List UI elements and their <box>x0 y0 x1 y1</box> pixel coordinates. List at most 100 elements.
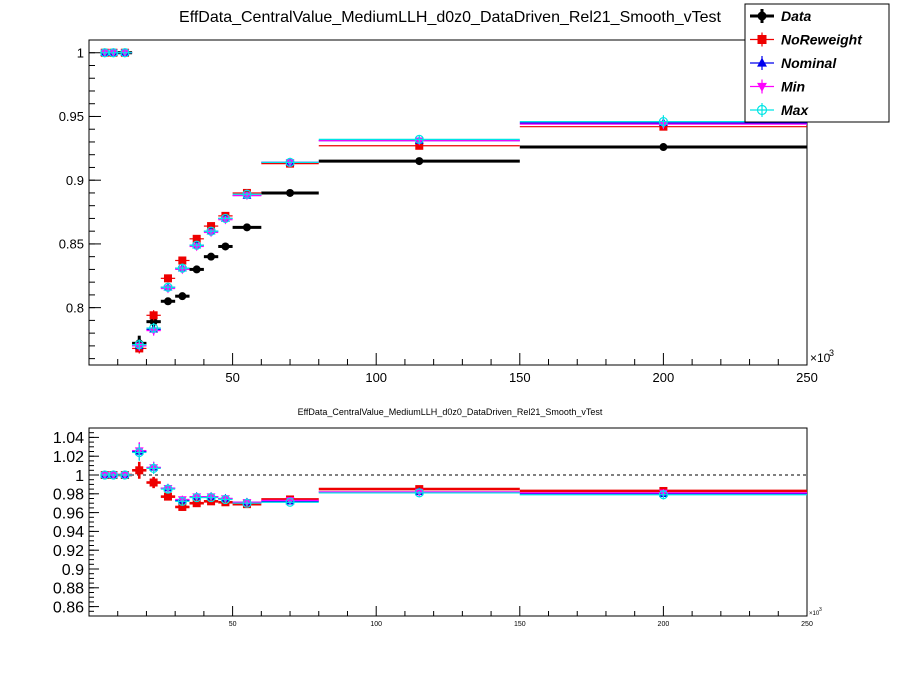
series-data <box>100 48 807 351</box>
series-max <box>100 48 807 350</box>
x-tick-label: 250 <box>796 370 818 385</box>
main-title: EffData_CentralValue_MediumLLH_d0z0_Data… <box>179 9 722 26</box>
ratio-title: EffData_CentralValue_MediumLLH_d0z0_Data… <box>298 407 603 417</box>
top-plot-frame <box>88 39 808 366</box>
data-point <box>149 478 158 487</box>
data-point <box>192 499 201 508</box>
data-point <box>659 143 668 152</box>
data-point <box>286 188 295 197</box>
top-x-exponent-label: ×10 <box>810 351 831 365</box>
ratio-plot-frame <box>88 427 808 617</box>
legend-entry-min: Min <box>750 79 805 95</box>
series-min <box>100 49 807 351</box>
ratio-x-exponent-label: ×10 <box>809 611 820 617</box>
y-tick-label: 0.9 <box>62 562 84 579</box>
y-tick-label: 0.85 <box>59 237 84 252</box>
data-point <box>100 48 110 58</box>
ratio-axes: 50 100 150 200 250 0.860.88 0.9 0.92 0.94 0.960.9… <box>53 427 813 628</box>
x-tick-label: 100 <box>365 370 387 385</box>
data-point <box>120 48 130 58</box>
data-point <box>192 240 202 250</box>
data-point <box>658 116 669 127</box>
data-point <box>134 447 144 458</box>
x-tick-label: 150 <box>509 370 531 385</box>
data-point <box>192 234 201 243</box>
ratio-data-marks <box>100 442 807 511</box>
legend: Data NoReweight Nominal Min Max <box>744 3 890 123</box>
y-tick-label: 1.04 <box>53 430 84 447</box>
legend-label: Data <box>781 8 812 24</box>
data-point <box>177 496 187 506</box>
y-tick-label: 0.8 <box>66 300 84 315</box>
series-max <box>100 443 807 508</box>
data-point <box>220 213 231 224</box>
x-tick-label: 200 <box>653 370 675 385</box>
data-point <box>415 157 424 166</box>
legend-label: Nominal <box>781 55 837 71</box>
data-point <box>178 292 187 301</box>
ratio-x-exponent-power: 3 <box>819 607 822 613</box>
legend-label: Max <box>781 102 809 118</box>
y-tick-label: 1 <box>75 468 84 485</box>
data-point <box>178 256 187 265</box>
top-plot-panel: EffData_CentralValue_MediumLLH_d0z0_Data… <box>59 9 834 385</box>
data-point <box>242 498 252 508</box>
data-point <box>206 492 216 503</box>
y-tick-label: 0.9 <box>66 173 84 188</box>
data-point <box>100 470 110 480</box>
data-point <box>415 141 424 150</box>
x-tick-label: 100 <box>370 621 382 628</box>
data-point <box>149 323 159 333</box>
y-tick-label: 0.98 <box>53 487 84 504</box>
data-point <box>207 252 216 261</box>
data-point <box>177 263 187 273</box>
ratio-plot-panel: EffData_CentralValue_MediumLLH_d0z0_Data… <box>53 407 822 628</box>
x-tick-label: 50 <box>229 621 237 628</box>
legend-marker <box>757 35 767 44</box>
data-point <box>163 297 172 306</box>
data-point <box>414 488 424 498</box>
top-x-exponent-power: 3 <box>829 348 834 358</box>
x-tick-label: 50 <box>225 370 239 385</box>
top-data-marks <box>100 47 807 354</box>
data-point <box>192 265 201 274</box>
data-point <box>192 492 202 503</box>
data-point <box>285 157 295 167</box>
legend-entry-max: Max <box>750 102 809 118</box>
data-point <box>242 223 251 232</box>
legend-marker <box>757 57 767 67</box>
legend-label: Min <box>781 79 805 95</box>
series-noreweight <box>100 48 807 354</box>
data-point <box>242 189 252 199</box>
data-point <box>163 484 173 494</box>
data-point <box>414 134 424 145</box>
data-point <box>149 317 158 326</box>
top-axes: 50 100 150 200 250 0.8 0.85 0.9 0.95 1 <box>59 45 818 385</box>
x-tick-label: 150 <box>514 621 526 628</box>
data-point <box>285 497 295 507</box>
data-point <box>207 222 216 231</box>
legend-label: NoReweight <box>781 32 863 48</box>
legend-marker <box>757 11 767 21</box>
y-tick-label: 0.96 <box>53 505 84 522</box>
legend-marker <box>757 82 767 92</box>
data-point <box>163 274 172 283</box>
series-nominal <box>100 47 807 351</box>
data-point <box>163 282 173 292</box>
y-tick-label: 0.95 <box>59 109 84 124</box>
data-point <box>120 470 130 480</box>
legend-entry-nominal: Nominal <box>750 55 837 71</box>
data-point <box>134 340 144 350</box>
y-tick-label: 0.88 <box>53 581 84 598</box>
data-point <box>220 494 231 505</box>
data-point <box>108 48 119 58</box>
y-tick-label: 1 <box>77 45 84 60</box>
data-point <box>658 490 669 500</box>
series-noreweight <box>100 461 807 511</box>
x-tick-label: 200 <box>658 621 670 628</box>
y-tick-label: 0.92 <box>53 543 84 560</box>
data-point <box>163 492 172 501</box>
data-point <box>149 463 159 474</box>
y-tick-label: 0.94 <box>53 524 84 541</box>
